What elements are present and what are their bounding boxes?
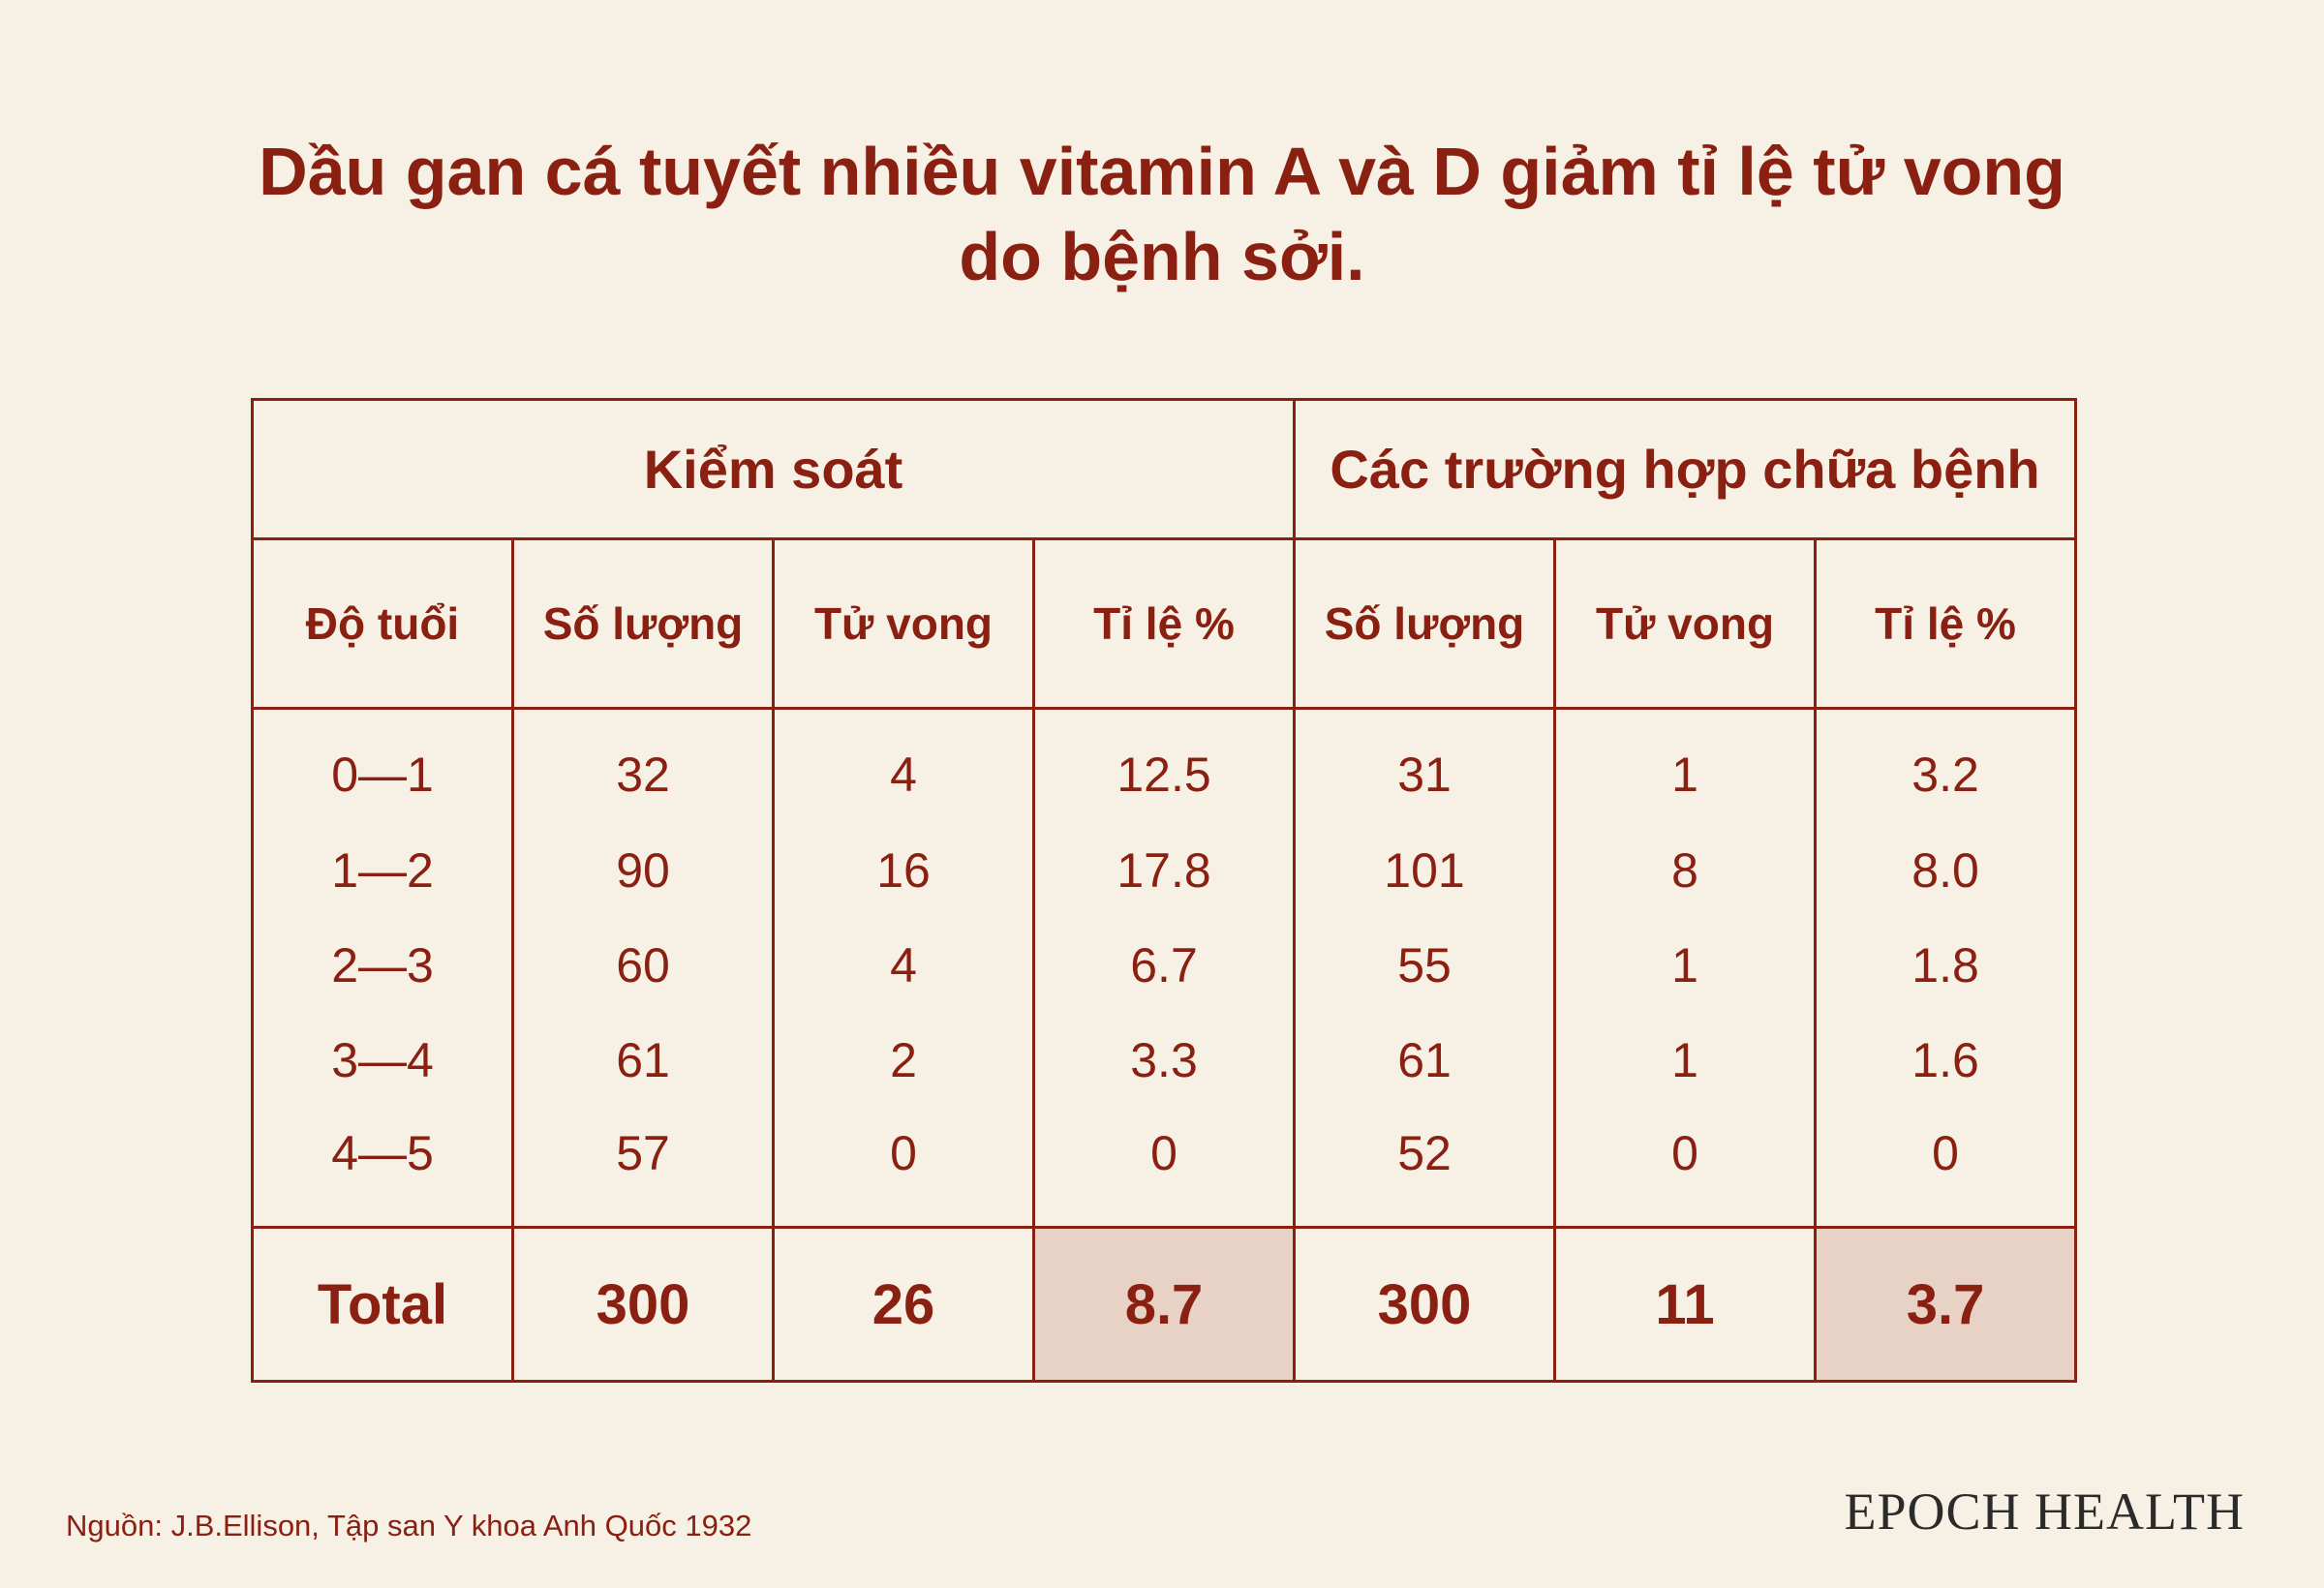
table-cell: 0 xyxy=(772,1107,1035,1229)
data-table: Kiểm soát Các trường hợp chữa bệnh Độ tu… xyxy=(250,398,2078,1383)
table-cell: 101 xyxy=(1293,822,1557,918)
table-cell: 8 xyxy=(1553,822,1818,918)
table-cell: 17.8 xyxy=(1031,822,1297,918)
table-cell: 57 xyxy=(511,1107,775,1229)
total-cell: 300 xyxy=(1293,1226,1557,1383)
table-cell: 1.8 xyxy=(1814,917,2078,1013)
group-header-treated: Các trường hợp chữa bệnh xyxy=(1293,398,2078,540)
table-row: 0—1 32 4 12.5 31 1 3.2 xyxy=(251,707,2078,823)
column-header: Tử vong xyxy=(1553,537,1818,710)
table-cell: 52 xyxy=(1293,1107,1557,1229)
age-cell: 3—4 xyxy=(251,1012,514,1108)
column-header: Độ tuổi xyxy=(251,537,514,710)
total-cell: 11 xyxy=(1553,1226,1818,1383)
brand-logo: EPOCH HEALTH xyxy=(1844,1482,2245,1541)
table-cell: 4 xyxy=(772,707,1035,823)
column-header: Tử vong xyxy=(772,537,1035,710)
total-row: Total 300 26 8.7 300 11 3.7 xyxy=(251,1226,2078,1383)
table-cell: 8.0 xyxy=(1814,822,2078,918)
table-cell: 61 xyxy=(511,1012,775,1108)
age-cell: 0—1 xyxy=(251,707,514,823)
table-cell: 3.2 xyxy=(1814,707,2078,823)
table-cell: 31 xyxy=(1293,707,1557,823)
table-cell: 0 xyxy=(1031,1107,1297,1229)
age-cell: 4—5 xyxy=(251,1107,514,1229)
age-cell: 1—2 xyxy=(251,822,514,918)
title-line-1: Dầu gan cá tuyết nhiều vitamin A và D gi… xyxy=(259,133,2065,209)
table-cell: 3.3 xyxy=(1031,1012,1297,1108)
table-row: 3—4 61 2 3.3 61 1 1.6 xyxy=(251,1012,2078,1108)
table-cell: 1 xyxy=(1553,1012,1818,1108)
table-cell: 1.6 xyxy=(1814,1012,2078,1108)
table-row: 4—5 57 0 0 52 0 0 xyxy=(251,1107,2078,1229)
table-cell: 12.5 xyxy=(1031,707,1297,823)
table-cell: 0 xyxy=(1814,1107,2078,1229)
table-cell: 61 xyxy=(1293,1012,1557,1108)
age-cell: 2—3 xyxy=(251,917,514,1013)
table-row: 1—2 90 16 17.8 101 8 8.0 xyxy=(251,822,2078,918)
table-cell: 16 xyxy=(772,822,1035,918)
column-header: Số lượng xyxy=(1293,537,1557,710)
table-cell: 1 xyxy=(1553,917,1818,1013)
total-cell: 300 xyxy=(511,1226,775,1383)
table-row: 2—3 60 4 6.7 55 1 1.8 xyxy=(251,917,2078,1013)
total-cell: 3.7 xyxy=(1814,1226,2078,1383)
table-cell: 32 xyxy=(511,707,775,823)
table-cell: 90 xyxy=(511,822,775,918)
table-cell: 1 xyxy=(1553,707,1818,823)
group-header-control: Kiểm soát xyxy=(250,398,1297,540)
column-header: Tỉ lệ % xyxy=(1031,537,1297,710)
table-cell: 4 xyxy=(772,917,1035,1013)
table-cell: 0 xyxy=(1553,1107,1818,1229)
column-header: Tỉ lệ % xyxy=(1814,537,2078,710)
table-cell: 6.7 xyxy=(1031,917,1297,1013)
column-header-row: Độ tuổi Số lượng Tử vong Tỉ lệ % Số lượng Tử … xyxy=(251,537,2078,710)
table-cell: 2 xyxy=(772,1012,1035,1108)
group-header-row: Kiểm soát Các trường hợp chữa bệnh xyxy=(250,398,2078,540)
table-cell: 55 xyxy=(1293,917,1557,1013)
table-cell: 60 xyxy=(511,917,775,1013)
total-label: Total xyxy=(251,1226,514,1383)
chart-title: Dầu gan cá tuyết nhiều vitamin A và D gi… xyxy=(194,129,2130,299)
column-header: Số lượng xyxy=(511,537,775,710)
total-cell: 8.7 xyxy=(1031,1226,1297,1383)
source-note: Nguồn: J.B.Ellison, Tập san Y khoa Anh Q… xyxy=(66,1509,752,1542)
title-line-2: do bệnh sởi. xyxy=(959,218,1365,294)
total-cell: 26 xyxy=(772,1226,1035,1383)
